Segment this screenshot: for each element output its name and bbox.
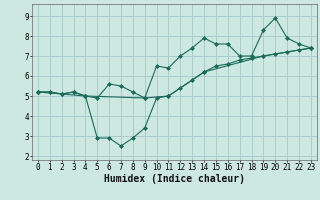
X-axis label: Humidex (Indice chaleur): Humidex (Indice chaleur) — [104, 174, 245, 184]
